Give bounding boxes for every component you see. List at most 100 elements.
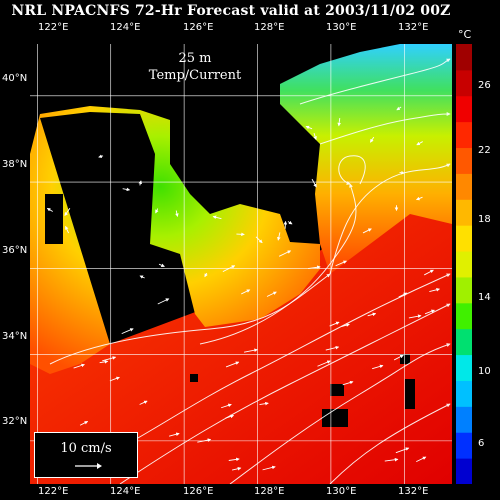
current-arrow (311, 178, 317, 188)
current-arrow (46, 207, 53, 212)
depth-annotation: 25 m Temp/Current (130, 50, 260, 84)
current-arrow (158, 263, 165, 267)
current-arrow (204, 272, 208, 278)
current-arrow (395, 447, 410, 454)
lon-tick-bottom: 130°E (326, 486, 357, 497)
current-arrow (138, 180, 142, 186)
current-arrow (168, 432, 180, 437)
colorbar-segment (456, 432, 472, 459)
current-arrow (122, 187, 131, 192)
land-patch (45, 194, 63, 244)
current-arrow (313, 132, 317, 141)
current-arrow (372, 364, 384, 370)
land-patch (405, 379, 415, 409)
temperature-colorbar (456, 44, 472, 484)
colorbar-unit: °C (458, 28, 472, 41)
current-arrow (79, 421, 89, 426)
current-arrow (241, 289, 251, 295)
colorbar-label: 26 (478, 80, 491, 91)
current-arrow (337, 117, 341, 127)
current-arrow (416, 456, 427, 463)
land-patch (190, 374, 198, 382)
forecast-map (30, 44, 452, 484)
land-patch (330, 384, 344, 396)
sea-east (280, 44, 452, 274)
current-arrow (408, 314, 422, 319)
lat-tick: 36°N (2, 245, 28, 256)
current-arrow (64, 207, 71, 217)
colorbar-segment (456, 199, 472, 226)
lat-tick: 34°N (2, 331, 28, 342)
current-arrows (46, 58, 451, 484)
current-arrow (393, 354, 404, 361)
lat-tick: 32°N (2, 416, 28, 427)
colorbar-segment (456, 147, 472, 174)
current-arrow (399, 170, 405, 175)
current-arrow (262, 465, 276, 471)
colorbar-label: 22 (478, 145, 491, 156)
current-arrow (396, 106, 402, 111)
current-arrow (335, 260, 347, 267)
colorbar-label: 6 (478, 438, 485, 449)
current-arrow (367, 312, 377, 317)
current-arrow (139, 275, 145, 279)
current-arrow (155, 208, 159, 214)
colorbar-segment (456, 380, 472, 407)
current-arrow (424, 309, 435, 315)
lat-tick: 40°N (2, 73, 28, 84)
lon-tick-top: 126°E (183, 22, 214, 33)
current-streamline (329, 403, 451, 484)
current-arrow (255, 236, 263, 244)
current-arrow (398, 292, 408, 298)
current-streamline (319, 112, 451, 145)
colorbar-label: 10 (478, 366, 491, 377)
current-arrow (325, 345, 340, 351)
colorbar-segment (456, 69, 472, 97)
colorbar-segment (456, 225, 472, 252)
current-arrow (277, 232, 281, 241)
colorbar-segment (456, 458, 472, 484)
current-arrow (221, 403, 232, 409)
current-arrow (73, 363, 85, 369)
colorbar-segment (456, 406, 472, 433)
current-arrow (139, 400, 148, 405)
lon-tick-bottom: 128°E (254, 486, 285, 497)
sea-west (30, 106, 320, 374)
current-arrow (175, 210, 179, 217)
current-arrow (278, 250, 292, 257)
land-patch (322, 409, 348, 427)
current-arrow (266, 291, 277, 297)
current-arrow (98, 154, 104, 158)
current-arrow (212, 215, 222, 220)
colorbar-segment (456, 251, 472, 278)
current-streamline (119, 303, 451, 484)
current-arrow (384, 457, 399, 462)
lon-tick-bottom: 124°E (110, 486, 141, 497)
depth-label: 25 m (178, 51, 212, 66)
current-arrow (231, 466, 242, 471)
colorbar-label: 14 (478, 292, 491, 303)
current-arrow (259, 401, 269, 406)
current-arrow (99, 360, 109, 364)
land-patch (400, 354, 410, 364)
legend-arrow-icon (75, 463, 102, 469)
current-arrow (370, 136, 375, 143)
current-streamline (89, 273, 451, 465)
current-arrow (228, 457, 240, 462)
colorbar-label: 18 (478, 214, 491, 225)
current-arrow (109, 376, 120, 382)
lon-tick-top: 128°E (254, 22, 285, 33)
current-arrow (222, 265, 236, 273)
current-streamline (299, 58, 451, 105)
legend-label: 10 cm/s (60, 441, 112, 456)
current-arrow (423, 269, 434, 276)
current-arrow (329, 321, 340, 327)
colorbar-segment (456, 302, 472, 330)
current-arrow (415, 196, 423, 201)
lon-tick-bottom: 132°E (398, 486, 429, 497)
colorbar-segment (456, 44, 472, 71)
lon-tick-top: 132°E (398, 22, 429, 33)
current-arrow (197, 438, 212, 443)
current-arrow (416, 141, 423, 146)
current-arrow (65, 225, 69, 234)
